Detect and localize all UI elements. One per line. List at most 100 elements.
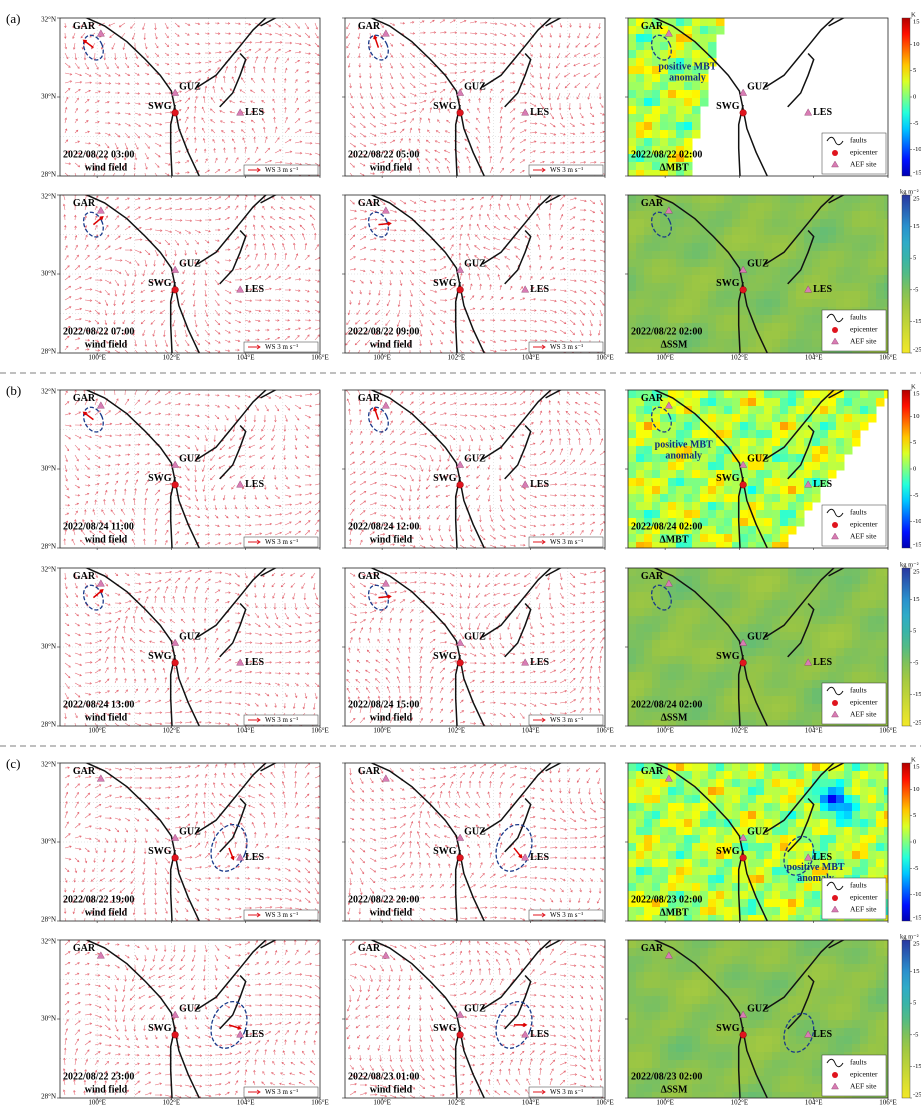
colorbar-unit: K bbox=[911, 383, 916, 390]
heat-cell bbox=[676, 243, 685, 252]
heat-cell bbox=[628, 940, 637, 949]
heat-cell bbox=[676, 996, 685, 1005]
heat-cell bbox=[644, 795, 653, 804]
heat-cell bbox=[764, 712, 773, 721]
site-label: GUZ bbox=[747, 1003, 769, 1014]
heat-cell bbox=[788, 988, 797, 997]
heat-cell bbox=[636, 283, 645, 292]
heat-cell bbox=[788, 712, 797, 721]
heat-cell bbox=[748, 600, 757, 609]
lon-tick-label: 100°E bbox=[373, 354, 391, 362]
heat-cell bbox=[828, 398, 837, 407]
heat-cell bbox=[644, 339, 653, 348]
heat-cell bbox=[652, 50, 661, 59]
heat-cell bbox=[660, 640, 669, 649]
heat-cell bbox=[748, 299, 757, 308]
heat-cell bbox=[724, 438, 733, 447]
heat-cell bbox=[708, 331, 717, 340]
heat-cell bbox=[732, 964, 741, 973]
heat-cell bbox=[660, 624, 669, 633]
panel-field: wind field bbox=[370, 534, 413, 545]
heat-cell bbox=[836, 851, 845, 860]
heat-cell bbox=[660, 299, 669, 308]
heat-cell bbox=[748, 867, 757, 876]
heat-cell bbox=[668, 632, 677, 641]
heat-cell bbox=[780, 283, 789, 292]
heat-cell bbox=[796, 680, 805, 689]
heat-cell bbox=[676, 648, 685, 657]
heat-cell bbox=[780, 219, 789, 228]
heat-cell bbox=[796, 291, 805, 300]
heat-cell bbox=[868, 616, 877, 625]
heat-cell bbox=[636, 339, 645, 348]
heat-cell bbox=[724, 883, 733, 892]
heat-cell bbox=[692, 616, 701, 625]
heat-cell bbox=[644, 315, 653, 324]
panel-time: 2022/08/23 02:00 bbox=[631, 894, 702, 905]
heat-cell bbox=[868, 219, 877, 228]
heat-cell bbox=[748, 414, 757, 423]
heat-cell bbox=[708, 720, 717, 729]
heat-cell bbox=[700, 339, 709, 348]
heat-cell bbox=[716, 584, 725, 593]
heat-cell bbox=[828, 980, 837, 989]
heat-cell bbox=[684, 259, 693, 268]
heat-cell bbox=[812, 438, 821, 447]
heat-cell bbox=[724, 664, 733, 673]
heat-cell bbox=[692, 227, 701, 236]
heat-cell bbox=[780, 771, 789, 780]
heat-cell bbox=[716, 446, 725, 455]
heat-cell bbox=[780, 712, 789, 721]
heat-cell bbox=[724, 680, 733, 689]
heat-cell bbox=[844, 430, 853, 439]
heat-cell bbox=[652, 243, 661, 252]
heat-cell bbox=[836, 819, 845, 828]
heat-cell bbox=[684, 122, 693, 131]
heat-cell bbox=[732, 803, 741, 812]
heat-cell bbox=[788, 996, 797, 1005]
colorbar-tick-label: 15 bbox=[913, 968, 920, 975]
heat-cell bbox=[868, 1028, 877, 1037]
heat-cell bbox=[820, 211, 829, 220]
heat-cell bbox=[796, 307, 805, 316]
heat-cell bbox=[772, 576, 781, 585]
heat-cell bbox=[628, 339, 637, 348]
heat-cell bbox=[668, 972, 677, 981]
heat-cell bbox=[716, 398, 725, 407]
heat-cell bbox=[628, 18, 637, 27]
heat-cell bbox=[852, 227, 861, 236]
heat-cell bbox=[828, 972, 837, 981]
heat-cell bbox=[860, 632, 869, 641]
heat-cell bbox=[660, 486, 669, 495]
heat-cell bbox=[764, 907, 773, 916]
heat-cell bbox=[628, 534, 637, 543]
heat-cell bbox=[764, 414, 773, 423]
lon-tick-label: 104°E bbox=[237, 354, 255, 362]
heat-cell bbox=[724, 779, 733, 788]
lon-tick-label: 102°E bbox=[163, 354, 181, 362]
heat-cell bbox=[684, 640, 693, 649]
heat-cell bbox=[692, 712, 701, 721]
heat-cell bbox=[740, 203, 749, 212]
heat-cell bbox=[684, 486, 693, 495]
legend-label: faults bbox=[850, 313, 867, 322]
heat-cell bbox=[748, 283, 757, 292]
heat-cell bbox=[876, 787, 885, 796]
epicenter bbox=[172, 110, 179, 117]
heat-cell bbox=[756, 502, 765, 511]
heat-cell bbox=[628, 1084, 637, 1093]
heat-cell bbox=[636, 138, 645, 147]
map-panel: GARGUZSWGLES2022/08/22 07:00wind fieldWS… bbox=[60, 193, 321, 357]
heat-cell bbox=[716, 486, 725, 495]
heat-cell bbox=[860, 203, 869, 212]
heat-cell bbox=[644, 972, 653, 981]
heat-cell bbox=[700, 819, 709, 828]
heat-cell bbox=[644, 275, 653, 284]
heat-cell bbox=[652, 779, 661, 788]
heat-cell bbox=[820, 827, 829, 836]
legend-label: AEF site bbox=[850, 905, 877, 914]
heat-cell bbox=[724, 696, 733, 705]
heat-cell bbox=[844, 851, 853, 860]
aef-site bbox=[97, 402, 104, 409]
fault bbox=[788, 54, 814, 107]
